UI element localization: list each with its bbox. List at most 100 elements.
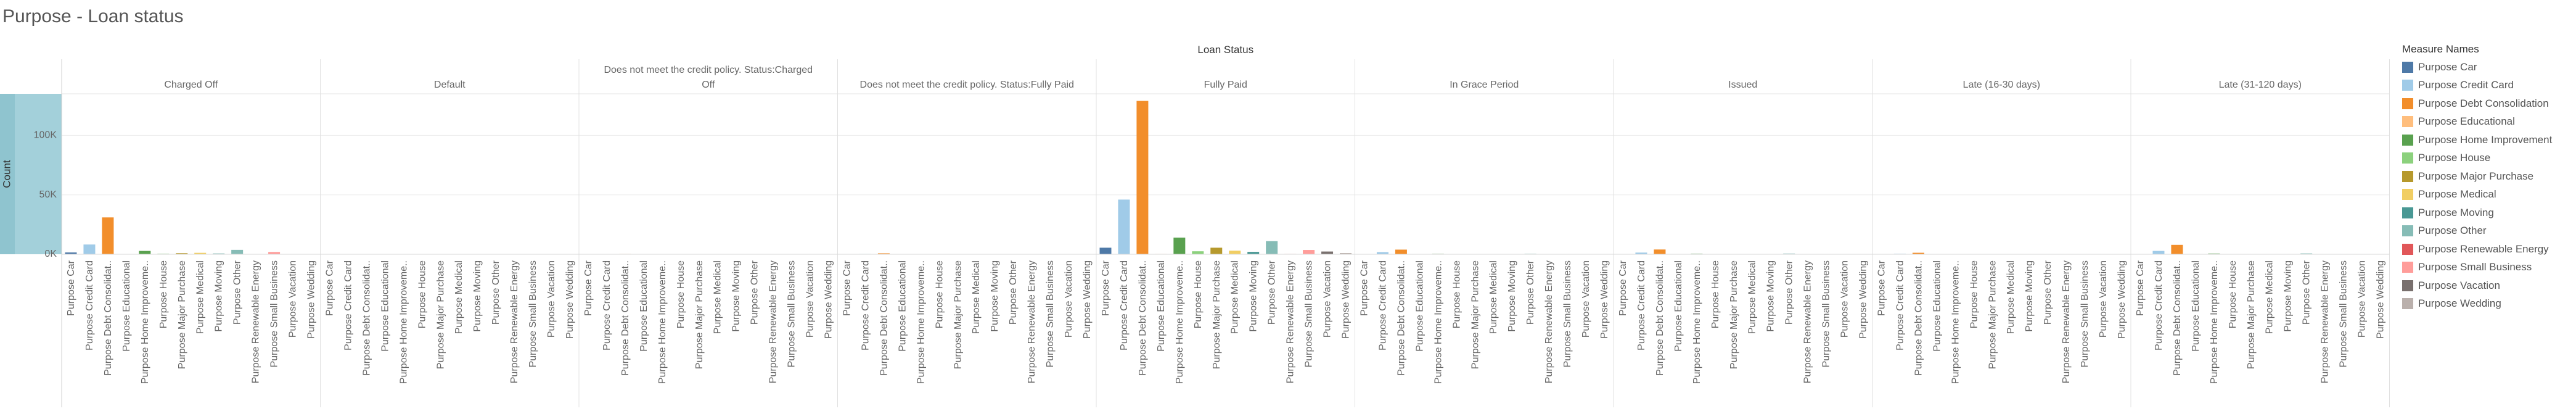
legend-label: Purpose Credit Card <box>2418 79 2514 91</box>
x-tick-label: Purpose Credit Card <box>343 260 353 351</box>
bar[interactable] <box>176 253 188 254</box>
bar[interactable] <box>1654 249 1666 254</box>
bar[interactable] <box>1340 253 1352 254</box>
panel-header: Does not meet the credit policy. Status:… <box>860 80 1074 90</box>
x-tick-label: Purpose Credit Card <box>2154 260 2164 351</box>
x-tick-label: Purpose Educational <box>1414 260 1425 352</box>
legend-item[interactable]: Purpose Moving <box>2402 204 2552 222</box>
bar[interactable] <box>1192 251 1204 254</box>
x-tick-label: Purpose Vacation <box>805 260 816 338</box>
legend-item[interactable]: Purpose Major Purchase <box>2402 167 2552 186</box>
x-tick-label: Purpose Renewable Energy <box>1803 260 1813 383</box>
bar[interactable] <box>1321 251 1334 254</box>
bar[interactable] <box>1210 247 1223 254</box>
bar[interactable] <box>1247 252 1260 254</box>
panel-header: In Grace Period <box>1450 80 1519 90</box>
bar[interactable] <box>1912 252 1924 254</box>
x-tick-label: Purpose Car <box>842 260 852 315</box>
x-tick-label: Purpose Medical <box>1488 260 1499 334</box>
x-tick-label: Purpose Wedding <box>1599 260 1610 339</box>
bar[interactable] <box>1395 249 1407 254</box>
bar[interactable] <box>194 252 207 254</box>
bar[interactable] <box>1266 241 1278 254</box>
panel-header: Late (31-120 days) <box>2219 80 2302 90</box>
legend-label: Purpose Renewable Energy <box>2418 243 2549 255</box>
bar[interactable] <box>268 252 281 254</box>
bar[interactable] <box>1229 251 1241 254</box>
legend-item[interactable]: Purpose Medical <box>2402 186 2552 204</box>
legend-item[interactable]: Purpose Renewable Energy <box>2402 240 2552 259</box>
x-tick-label: Purpose House <box>934 260 945 328</box>
x-tick-label: Purpose Moving <box>1507 260 1517 332</box>
legend: Measure Names Purpose Car Purpose Credit … <box>2402 43 2552 313</box>
x-tick-label: Purpose Renewable Energy <box>768 260 779 383</box>
legend-item[interactable]: Purpose Debt Consolidation <box>2402 94 2552 113</box>
bar[interactable] <box>2152 251 2165 254</box>
x-tick-label: Purpose Car <box>324 260 335 315</box>
x-tick-label: Purpose Other <box>2043 260 2053 325</box>
x-tick-label: Purpose Small Business <box>528 260 538 367</box>
legend-item[interactable]: Purpose Vacation <box>2402 276 2552 295</box>
x-tick-label: Purpose Car <box>1876 260 1887 315</box>
y-tick-label: 50K <box>39 189 57 200</box>
x-tick-label: Purpose Renewable Energy <box>1027 260 1037 383</box>
legend-swatch <box>2402 61 2413 73</box>
bar[interactable] <box>1376 252 1388 254</box>
legend-item[interactable]: Purpose Credit Card <box>2402 77 2552 95</box>
x-tick-label: Purpose Wedding <box>306 260 317 339</box>
legend-swatch <box>2402 116 2413 128</box>
x-tick-label: Purpose Educational <box>897 260 908 352</box>
bar[interactable] <box>1173 238 1186 254</box>
bar[interactable] <box>1136 101 1149 254</box>
x-tick-label: Purpose Educational <box>1932 260 1942 352</box>
legend-item[interactable]: Purpose House <box>2402 149 2552 168</box>
legend-swatch <box>2402 225 2413 237</box>
bar[interactable] <box>1303 250 1315 254</box>
x-tick-label: Purpose Medical <box>1230 260 1241 334</box>
x-tick-label: Purpose Renewable Energy <box>251 260 261 383</box>
bar[interactable] <box>65 252 77 254</box>
legend-swatch <box>2402 280 2413 291</box>
bar[interactable] <box>231 249 244 254</box>
bar[interactable] <box>1118 199 1130 254</box>
bar[interactable] <box>1099 247 1112 254</box>
legend-item[interactable]: Purpose Car <box>2402 58 2552 77</box>
legend-swatch <box>2402 134 2413 146</box>
x-tick-label: Purpose Moving <box>2283 260 2294 332</box>
legend-item[interactable]: Purpose Educational <box>2402 113 2552 131</box>
legend-swatch <box>2402 262 2413 273</box>
x-tick-label: Purpose House <box>158 260 169 328</box>
x-tick-label: Purpose Renewable Energy <box>2061 260 2072 383</box>
x-tick-label: Purpose Home Improveme.. <box>1433 260 1443 384</box>
bar[interactable] <box>877 253 890 254</box>
panel-header: Late (16-30 days) <box>1963 80 2040 90</box>
legend-item[interactable]: Purpose Small Business <box>2402 259 2552 277</box>
x-tick-label: Purpose House <box>1710 260 1721 328</box>
bar[interactable] <box>139 251 151 254</box>
x-tick-label: Purpose Other <box>750 260 760 325</box>
x-tick-label: Purpose Small Business <box>1562 260 1573 367</box>
bar[interactable] <box>83 244 96 254</box>
legend-item[interactable]: Purpose Home Improvement <box>2402 131 2552 149</box>
legend-swatch <box>2402 98 2413 109</box>
bar[interactable] <box>1635 252 1647 254</box>
x-tick-label: Purpose Car <box>66 260 76 315</box>
x-tick-label: Purpose Other <box>1008 260 1019 325</box>
bar[interactable] <box>102 217 114 254</box>
x-tick-label: Purpose House <box>417 260 427 328</box>
x-tick-label: Purpose Small Business <box>787 260 797 367</box>
x-tick-label: Purpose Credit Card <box>602 260 612 351</box>
x-tick-label: Purpose Credit Card <box>1895 260 1905 351</box>
x-tick-label: Purpose Small Business <box>2080 260 2090 367</box>
bar[interactable] <box>2171 244 2183 254</box>
x-tick-label: Purpose Credit Card <box>1377 260 1388 351</box>
legend-item[interactable]: Purpose Wedding <box>2402 295 2552 313</box>
x-tick-label: Purpose Educational <box>1156 260 1167 352</box>
panel-header: Charged Off <box>164 80 218 90</box>
legend-label: Purpose Debt Consolidation <box>2418 97 2549 109</box>
x-tick-label: Purpose Wedding <box>1341 260 1352 339</box>
x-tick-label: Purpose Home Improveme.. <box>1692 260 1702 384</box>
x-tick-label: Purpose Debt Consolidat.. <box>1138 260 1148 376</box>
panel-header: Default <box>434 80 466 90</box>
legend-item[interactable]: Purpose Other <box>2402 222 2552 241</box>
